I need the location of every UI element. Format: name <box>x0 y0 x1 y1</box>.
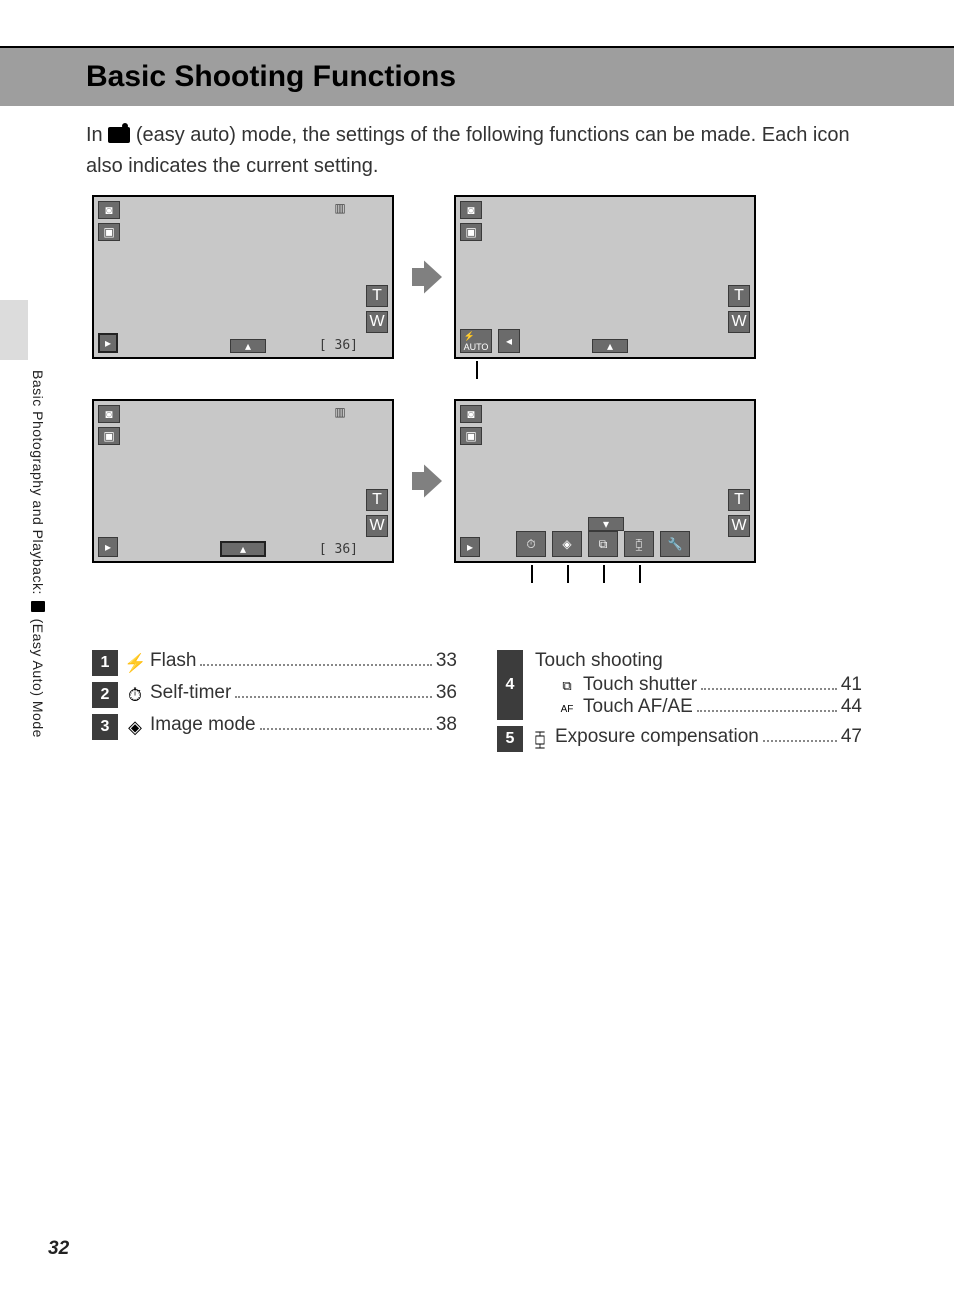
index-left-column: 1 ⚡ Flash 33 2 ⏱ Self-timer 36 <box>92 650 457 758</box>
touch-shutter-icon: ⧉ <box>555 676 579 696</box>
playback-mode-icon: ▣ <box>460 427 482 445</box>
index-number: 3 <box>92 714 118 740</box>
figure-row-1: ◙ ▣ ▥ T W ▸ ▴ [ 36] ◙ ▣ T W ⚡AUTO ◂ ▴ 1 <box>92 195 862 359</box>
callout-4: 4 <box>597 581 608 604</box>
intro-text-after: (easy auto) mode, the settings of the fo… <box>86 124 850 177</box>
index-label: Exposure compensation <box>555 726 759 748</box>
side-chapter-label: Basic Photography and Playback: (Easy Au… <box>30 370 46 738</box>
index-row: 5 ⧮ Exposure compensation 47 <box>497 726 862 752</box>
index-label: Flash <box>150 650 196 672</box>
arrow-icon <box>394 463 454 499</box>
figure-row-2: ◙ ▣ ▥ T W ▸ ▴ [ 36] ◙ ▣ T W ▸ ▾ ⏱ ◈ ⧉ ⧮ … <box>92 399 862 563</box>
battery-icon: ▥ <box>330 405 350 419</box>
zoom-in-icon: T <box>366 285 388 307</box>
index-label: Touch shutter <box>583 674 697 696</box>
camera-mode-icon: ◙ <box>460 201 482 219</box>
battery-icon: ▥ <box>330 201 350 215</box>
collapse-down-icon: ▾ <box>588 517 624 531</box>
index-label: Self-timer <box>150 682 231 704</box>
zoom-in-icon: T <box>366 489 388 511</box>
camera-mode-icon: ◙ <box>98 405 120 423</box>
page-number: 32 <box>48 1238 69 1260</box>
intro-paragraph: In (easy auto) mode, the settings of the… <box>86 120 868 182</box>
drawer-tab-icon: ▸ <box>98 537 118 557</box>
section-title: Basic Shooting Functions <box>86 60 456 94</box>
index-page: 33 <box>436 650 457 672</box>
playback-mode-icon: ▣ <box>98 427 120 445</box>
zoom-in-icon: T <box>728 285 750 307</box>
arrow-icon <box>394 259 454 295</box>
index-number: 4 <box>497 650 523 720</box>
figure-area: ◙ ▣ ▥ T W ▸ ▴ [ 36] ◙ ▣ T W ⚡AUTO ◂ ▴ 1 … <box>92 195 862 603</box>
frame-counter: [ 36] <box>319 542 358 557</box>
drawer-tab-icon: ▸ <box>460 537 480 557</box>
screen-1a: ◙ ▣ ▥ T W ▸ ▴ [ 36] <box>92 195 394 359</box>
flash-auto-icon: ⚡AUTO <box>460 329 492 353</box>
playback-mode-icon: ▣ <box>460 223 482 241</box>
frame-counter: [ 36] <box>319 338 358 353</box>
self-timer-icon: ⏱ <box>124 682 146 708</box>
section-header: Basic Shooting Functions <box>0 46 954 106</box>
playback-mode-icon: ▣ <box>98 223 120 241</box>
easy-auto-mini-icon <box>31 601 45 612</box>
zoom-in-icon: T <box>728 489 750 511</box>
callout-2: 2 <box>525 581 536 604</box>
index-page: 41 <box>841 674 862 696</box>
index-row: 3 ◈ Image mode 38 <box>92 714 457 740</box>
zoom-out-icon: W <box>728 311 750 333</box>
index-row: 4 Touch shooting ⧉ Touch shutter 41 AF T… <box>497 650 862 720</box>
image-mode-icon: ◈ <box>552 531 582 557</box>
expand-up-highlight-icon: ▴ <box>220 541 266 557</box>
self-timer-icon: ⏱ <box>516 531 546 557</box>
camera-mode-icon: ◙ <box>98 201 120 219</box>
exposure-comp-icon: ⧮ <box>624 531 654 557</box>
screen-2b: ◙ ▣ T W ▸ ▾ ⏱ ◈ ⧉ ⧮ 🔧 2 3 4 5 <box>454 399 756 563</box>
screen-2a: ◙ ▣ ▥ T W ▸ ▴ [ 36] <box>92 399 394 563</box>
expand-up-icon: ▴ <box>230 339 266 353</box>
index-page: 38 <box>436 714 457 736</box>
callout-5: 5 <box>633 581 644 604</box>
index-number: 1 <box>92 650 118 676</box>
flash-icon: ⚡ <box>124 650 146 676</box>
callout-1: 1 <box>470 377 481 400</box>
intro-text-before: In <box>86 124 108 146</box>
exposure-comp-icon: ⧮ <box>529 726 551 752</box>
wrench-icon: 🔧 <box>660 531 690 557</box>
index-number: 5 <box>497 726 523 752</box>
touch-afae-icon: AF <box>555 700 579 720</box>
index-subheader: Touch shooting <box>535 650 862 672</box>
zoom-out-icon: W <box>366 515 388 537</box>
index-number: 2 <box>92 682 118 708</box>
easy-auto-icon <box>108 127 130 143</box>
callout-3: 3 <box>561 581 572 604</box>
index-right-column: 4 Touch shooting ⧉ Touch shutter 41 AF T… <box>497 650 862 758</box>
collapse-left-icon: ◂ <box>498 329 520 353</box>
drawer-tab-icon: ▸ <box>98 333 118 353</box>
screen-1b: ◙ ▣ T W ⚡AUTO ◂ ▴ 1 <box>454 195 756 359</box>
index-columns: 1 ⚡ Flash 33 2 ⏱ Self-timer 36 <box>92 650 862 758</box>
expand-up-icon: ▴ <box>592 339 628 353</box>
camera-mode-icon: ◙ <box>460 405 482 423</box>
image-mode-icon: ◈ <box>124 714 146 740</box>
index-page: 44 <box>841 696 862 718</box>
index-row: 2 ⏱ Self-timer 36 <box>92 682 457 708</box>
touch-shooting-icon: ⧉ <box>588 531 618 557</box>
index-label: Image mode <box>150 714 256 736</box>
zoom-out-icon: W <box>366 311 388 333</box>
side-thumb-tab <box>0 300 28 360</box>
index-row: 1 ⚡ Flash 33 <box>92 650 457 676</box>
index-page: 36 <box>436 682 457 704</box>
zoom-out-icon: W <box>728 515 750 537</box>
index-label: Touch AF/AE <box>583 696 693 718</box>
index-page: 47 <box>841 726 862 748</box>
